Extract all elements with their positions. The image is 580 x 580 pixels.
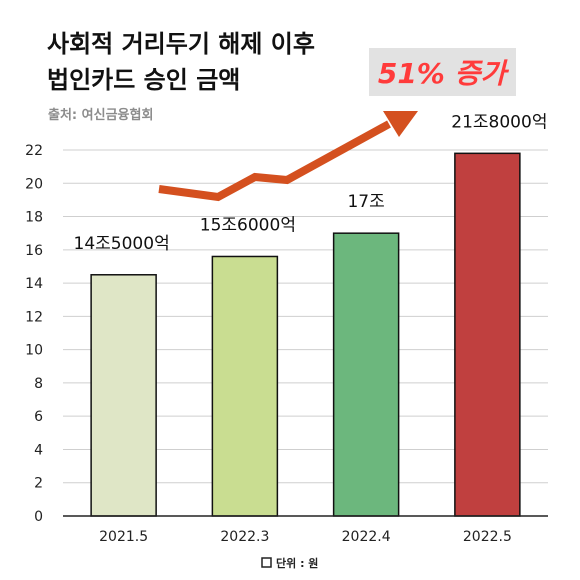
bars — [90, 152, 521, 517]
bar-2022.4 — [332, 232, 400, 517]
data-label: 21조8000억 — [451, 112, 547, 132]
x-category-label: 2022.3 — [220, 529, 269, 545]
data-label: 15조6000억 — [200, 215, 296, 235]
y-tick-label: 10 — [25, 343, 43, 359]
y-tick-label: 14 — [25, 276, 43, 292]
bar-2022.5 — [454, 152, 521, 517]
data-label: 14조5000억 — [74, 234, 170, 254]
x-category-label: 2021.5 — [99, 529, 148, 545]
trend-arrow-head — [383, 111, 418, 137]
y-tick-label: 12 — [25, 309, 43, 325]
y-tick-label: 8 — [34, 376, 43, 392]
trend-arrow-line — [158, 120, 391, 202]
y-tick-label: 0 — [34, 509, 43, 525]
chart-title-line2: 법인카드 승인 금액 — [47, 66, 240, 94]
x-category-label: 2022.4 — [342, 529, 391, 545]
y-tick-label: 16 — [25, 243, 43, 259]
x-category-label: 2022.5 — [463, 529, 512, 545]
y-tick-label: 22 — [25, 143, 43, 159]
bar-2022.3 — [211, 255, 279, 517]
trend-arrow — [158, 111, 418, 202]
data-label: 17조 — [347, 192, 384, 212]
y-tick-label: 2 — [34, 476, 43, 492]
unit-legend-marker — [261, 557, 272, 568]
chart-title-line1: 사회적 거리두기 해제 이후 — [47, 30, 315, 58]
source-note: 출처: 여신금융협회 — [48, 107, 153, 123]
y-tick-label: 6 — [34, 409, 43, 425]
y-tick-label: 18 — [25, 210, 43, 226]
unit-legend-label: 단위 : 원 — [276, 556, 318, 570]
y-tick-label: 4 — [34, 442, 43, 458]
growth-label: 51% 증가 — [378, 57, 510, 90]
y-axis-ticks: 0 2 4 6 8 10 12 14 16 18 20 22 — [25, 143, 43, 525]
y-tick-label: 20 — [25, 176, 43, 192]
data-labels: 14조5000억 15조6000억 17조 21조8000억 — [74, 112, 548, 253]
bar-2021.5 — [90, 274, 157, 517]
x-axis-categories: 2021.5 2022.3 2022.4 2022.5 — [99, 529, 512, 545]
growth-label-background — [369, 48, 516, 96]
